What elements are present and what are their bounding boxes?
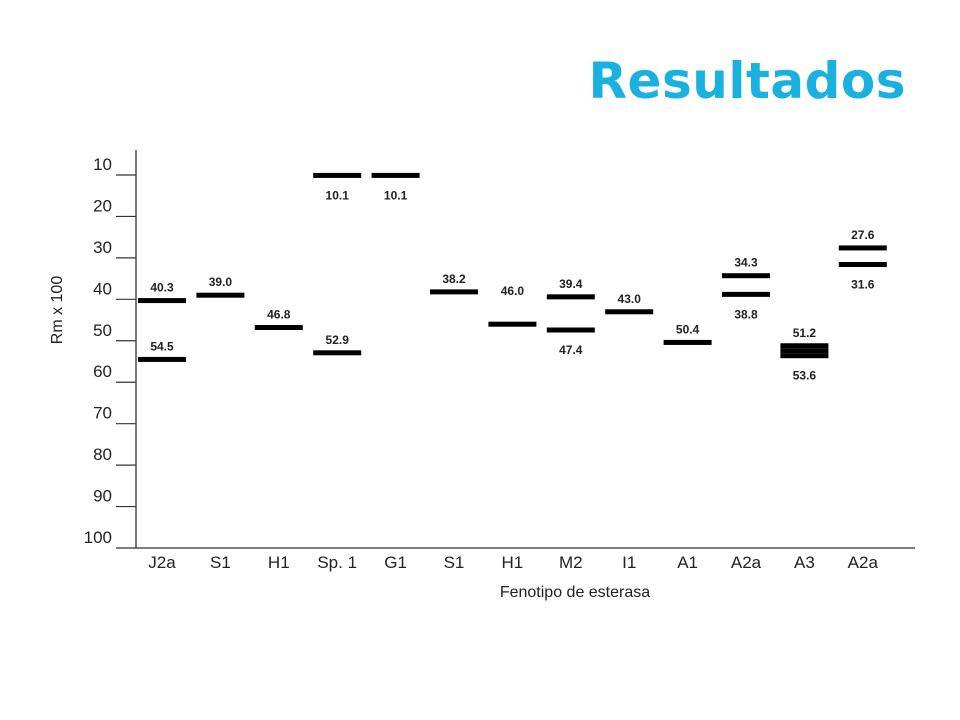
y-tick-label: 30	[93, 238, 112, 257]
band-mark	[196, 292, 245, 298]
x-tick-label: S1	[210, 553, 231, 572]
band-mark	[546, 294, 595, 300]
band-label: 10.1	[326, 188, 350, 202]
y-axis-ticks: 10 20 30 40 50 60 70 80 90 100	[84, 155, 136, 549]
x-tick-label: M2	[559, 553, 583, 572]
band-mark	[371, 172, 420, 178]
y-tick-label: 80	[93, 445, 112, 464]
x-axis-label: Fenotipo de esterasa	[500, 584, 650, 601]
band-mark	[138, 298, 186, 304]
y-tick-label: 10	[93, 155, 112, 174]
band-mark	[780, 353, 829, 359]
x-tick-label: H1	[502, 553, 524, 572]
x-tick-label: J2a	[148, 553, 176, 572]
x-tick-label: A1	[677, 553, 698, 572]
band-label: 34.3	[734, 256, 758, 270]
band-label: 38.2	[442, 272, 466, 286]
band-mark	[546, 327, 595, 333]
band-mark	[488, 321, 537, 327]
band-label: 52.9	[326, 333, 350, 347]
band-mark	[722, 291, 770, 297]
band-label: 39.4	[559, 277, 583, 291]
band-label: 43.0	[618, 292, 642, 306]
band-mark	[722, 273, 770, 279]
x-tick-label: H1	[268, 553, 290, 572]
band-label: 39.0	[209, 275, 233, 289]
band-mark	[254, 325, 303, 331]
band-mark	[605, 309, 654, 315]
y-tick-label: 20	[93, 196, 112, 215]
band-label: 31.6	[851, 278, 875, 292]
band-label: 53.6	[793, 369, 817, 383]
band-label: 51.2	[793, 326, 817, 340]
y-tick-label: 50	[93, 321, 112, 340]
band-label: 40.3	[150, 281, 174, 295]
y-tick-label: 70	[93, 404, 112, 423]
band-mark	[313, 350, 362, 356]
band-mark	[138, 356, 186, 362]
band-mark	[313, 172, 362, 178]
band-label: 38.8	[734, 307, 758, 321]
band-label: 10.1	[384, 188, 408, 202]
x-tick-label: S1	[444, 553, 465, 572]
x-tick-label: G1	[384, 553, 407, 572]
x-tick-label: Sp. 1	[317, 553, 357, 572]
band-label: 50.4	[676, 322, 700, 336]
y-axis-label: Rm x 100	[49, 276, 66, 345]
band-mark	[780, 348, 829, 354]
y-tick-label: 90	[93, 487, 112, 506]
x-tick-label: I1	[622, 553, 636, 572]
x-tick-label: A2a	[731, 553, 762, 572]
y-tick-label: 60	[93, 362, 112, 381]
x-tick-label: A3	[794, 553, 815, 572]
band-label: 46.8	[267, 308, 291, 322]
x-axis-ticks: J2a S1 H1 Sp. 1 G1 S1 H1 M2 I1 A1 A2a A3 A2a	[148, 553, 878, 572]
x-tick-label: A2a	[848, 553, 879, 572]
y-tick-label: 40	[93, 279, 112, 298]
y-tick-label: 100	[84, 528, 112, 547]
band-mark	[838, 262, 887, 268]
band-label: 27.6	[851, 228, 875, 242]
band-mark	[838, 245, 887, 251]
band-mark	[780, 343, 829, 349]
slide-title: Resultados	[588, 52, 906, 110]
band-mark	[430, 289, 478, 295]
band-mark	[663, 339, 712, 345]
chart-bands: 40.3 54.5 39.0 46.8 10.1 52.9 10.1 38.2 46.0 39.4…	[138, 172, 887, 383]
band-label: 46.0	[501, 284, 525, 298]
band-label: 54.5	[150, 339, 174, 353]
band-label: 47.4	[559, 343, 583, 357]
